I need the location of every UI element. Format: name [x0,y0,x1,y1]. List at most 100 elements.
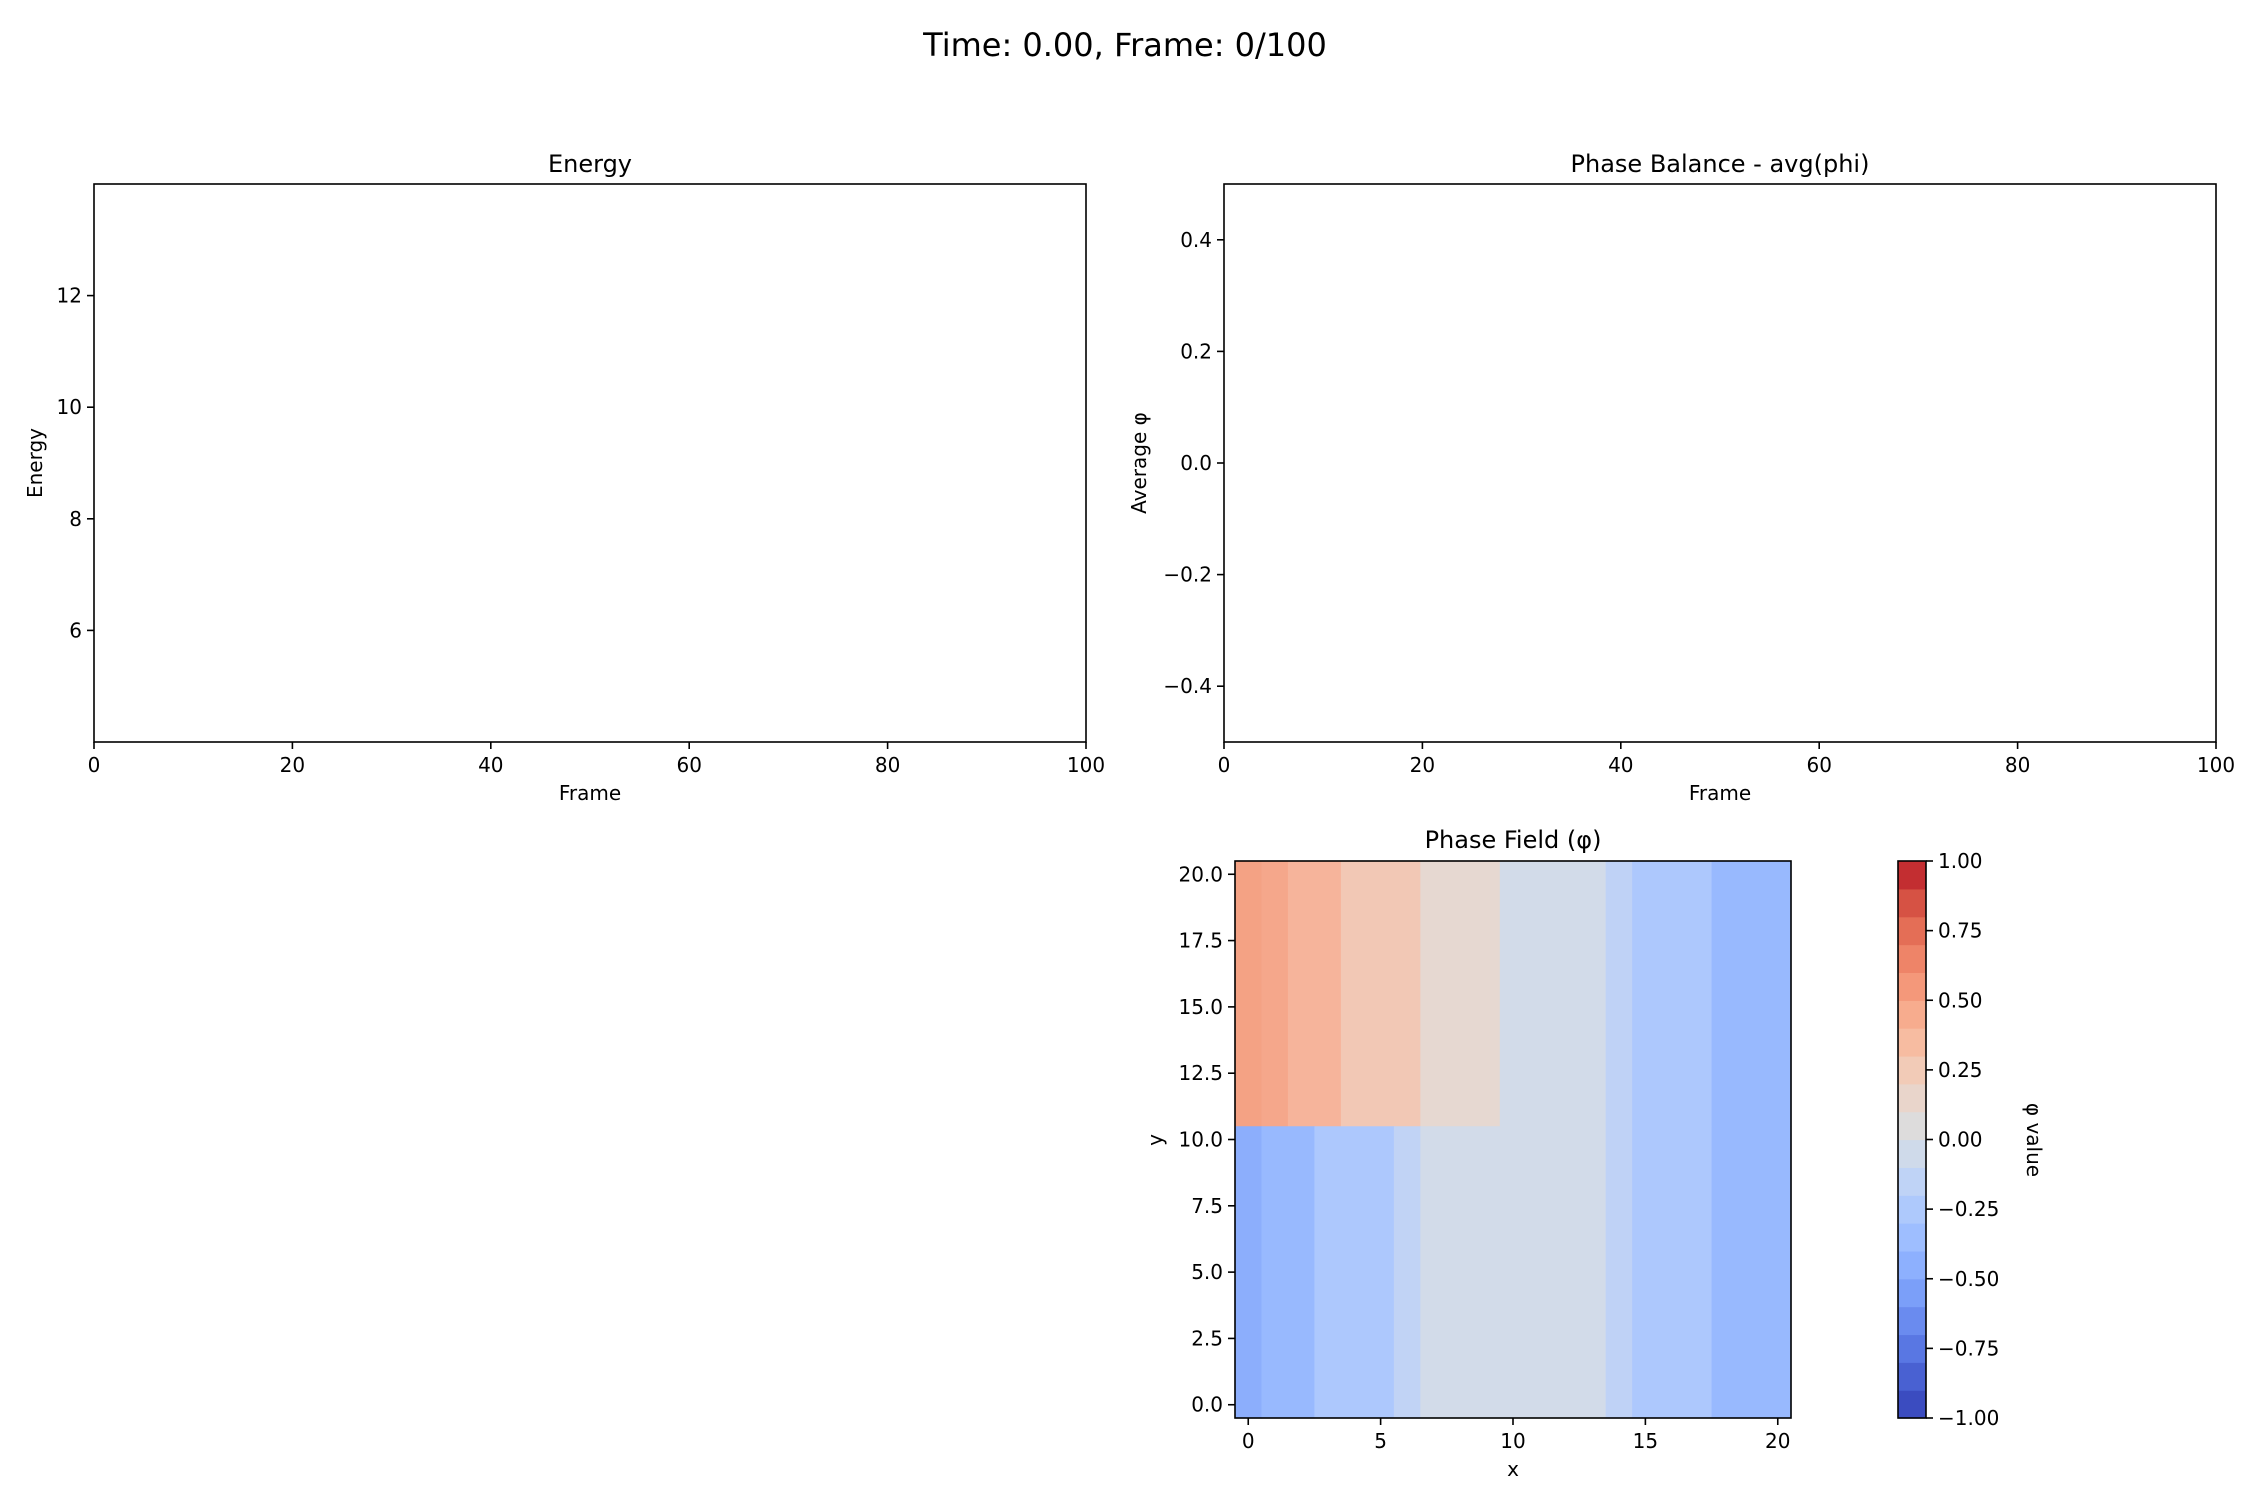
heatmap-x-tick-label: 10 [1500,1429,1525,1453]
colorbar-level [1898,972,1926,1001]
phase-balance-x-axis-label: Frame [1689,781,1751,805]
heatmap-cell [1632,861,1713,1127]
colorbar-levels [1898,861,1926,1419]
phase-balance-x-tick-label: 80 [2005,753,2030,777]
phase-balance-chart-title: Phase Balance - avg(phi) [1571,150,1870,178]
phase-balance-x-tick-label: 0 [1218,753,1231,777]
heatmap-y-tick-label: 17.5 [1178,929,1223,953]
heatmap-cell [1287,861,1342,1127]
energy-x-tick-label: 0 [88,753,101,777]
colorbar-level [1898,916,1926,946]
colorbar-level [1898,1334,1926,1363]
colorbar-tick-label: 0.75 [1938,919,1983,943]
heatmap-cell [1499,861,1607,1127]
figure-suptitle: Time: 0.00, Frame: 0/100 [922,26,1327,64]
colorbar-tick-label: 0.50 [1938,988,1983,1012]
energy-plot-area [93,183,1087,743]
colorbar-level [1898,1306,1926,1336]
phase-balance-y-tick-label: 0.4 [1180,228,1212,252]
heatmap-x-tick-label: 15 [1633,1429,1658,1453]
colorbar-level [1898,1223,1926,1252]
heatmap-y-axis: 0.0 2.5 5.0 7.5 10.0 12.5 15.0 17.5 20.0 [1178,862,1235,1417]
energy-x-axis-label: Frame [559,781,621,805]
phase-balance-chart: Phase Balance - avg(phi) 0 20 40 60 80 100 −0… [1127,150,2235,805]
energy-y-tick-label: 10 [57,395,82,419]
colorbar-tick-label: 0.00 [1938,1128,1983,1152]
colorbar-level [1898,1083,1926,1113]
energy-x-tick-label: 20 [280,753,305,777]
phase-field-heatmap: Phase Field (φ) 0 5 10 15 20 0.0 2.5 5.0 7.5 10.… [1143,826,1792,1481]
colorbar-level [1898,944,1926,973]
heatmap-cell [1420,861,1501,1127]
phase-field-title: Phase Field (φ) [1425,826,1602,854]
phase-balance-x-tick-label: 40 [1608,753,1633,777]
phase-balance-x-tick-label: 60 [1806,753,1831,777]
colorbar-level [1898,1111,1926,1141]
colorbar-tick-label: 0.25 [1938,1058,1983,1082]
heatmap-y-tick-label: 10.0 [1178,1128,1223,1152]
phase-balance-y-tick-label: −0.2 [1163,563,1212,587]
heatmap-cell [1261,861,1289,1127]
colorbar-tick-label: −1.00 [1938,1406,1999,1430]
phase-balance-y-tick-label: 0.0 [1180,451,1212,475]
colorbar-level [1898,1390,1926,1419]
colorbar-level [1898,1167,1926,1196]
heatmap-x-axis: 0 5 10 15 20 [1242,1418,1790,1453]
colorbar-tick-label: 1.00 [1938,849,1983,873]
colorbar-axis: −1.00 −0.75 −0.50 −0.25 0.00 0.25 0.50 0.75 1.00 [1926,849,1999,1430]
heatmap-cell [1711,1126,1792,1419]
colorbar: −1.00 −0.75 −0.50 −0.25 0.00 0.25 0.50 0.75 1.00… [1897,849,2046,1430]
energy-x-axis: 0 20 40 60 80 100 [88,742,1105,777]
heatmap-cell [1235,1126,1263,1419]
heatmap-y-tick-label: 7.5 [1191,1194,1223,1218]
colorbar-level [1898,1028,1926,1057]
energy-x-tick-label: 80 [875,753,900,777]
heatmap-y-tick-label: 0.0 [1191,1393,1223,1417]
heatmap-y-tick-label: 5.0 [1191,1260,1223,1284]
colorbar-level [1898,1055,1926,1085]
colorbar-level [1898,1278,1926,1308]
heatmap-cell [1605,861,1633,1127]
heatmap-y-tick-label: 20.0 [1178,862,1223,886]
colorbar-label: φ value [2022,1103,2046,1177]
energy-y-tick-label: 12 [57,284,82,308]
colorbar-level [1898,1362,1926,1391]
energy-x-tick-label: 100 [1067,753,1105,777]
heatmap-x-tick-label: 20 [1765,1429,1790,1453]
heatmap-cell [1632,1126,1713,1419]
colorbar-tick-label: −0.50 [1938,1267,1999,1291]
phase-balance-x-tick-label: 20 [1410,753,1435,777]
phase-balance-x-axis: 0 20 40 60 80 100 [1218,742,2235,777]
heatmap-y-tick-label: 12.5 [1178,1061,1223,1085]
phase-balance-x-tick-label: 100 [2197,753,2235,777]
energy-y-axis-label: Energy [23,428,47,498]
heatmap-cell [1605,1126,1633,1419]
heatmap-cell [1261,1126,1316,1419]
energy-chart-title: Energy [548,150,632,178]
energy-y-tick-label: 8 [69,507,82,531]
colorbar-level [1898,888,1926,918]
colorbar-level [1898,1195,1926,1224]
colorbar-level [1898,1139,1926,1168]
phase-balance-y-tick-label: −0.4 [1163,674,1212,698]
heatmap-y-axis-label: y [1143,1134,1167,1146]
heatmap-cell [1235,861,1263,1127]
phase-balance-y-axis-label: Average φ [1127,412,1151,514]
phase-balance-plot-area [1223,183,2217,743]
heatmap-x-tick-label: 5 [1374,1429,1387,1453]
energy-chart: Energy 0 20 40 60 80 100 6 8 10 12 Frame Energy [23,150,1105,805]
colorbar-tick-label: −0.25 [1938,1197,1999,1221]
heatmap-cell [1314,1126,1395,1419]
heatmap-cells [1235,861,1792,1419]
phase-balance-y-axis: −0.4 −0.2 0.0 0.2 0.4 [1163,228,1224,698]
energy-x-tick-label: 60 [676,753,701,777]
heatmap-cell [1393,1126,1421,1419]
heatmap-cell [1340,861,1421,1127]
heatmap-cell [1420,1126,1607,1419]
energy-x-tick-label: 40 [478,753,503,777]
heatmap-y-tick-label: 2.5 [1191,1326,1223,1350]
heatmap-cell [1711,861,1792,1127]
colorbar-level [1898,1000,1926,1029]
phase-balance-y-tick-label: 0.2 [1180,339,1212,363]
